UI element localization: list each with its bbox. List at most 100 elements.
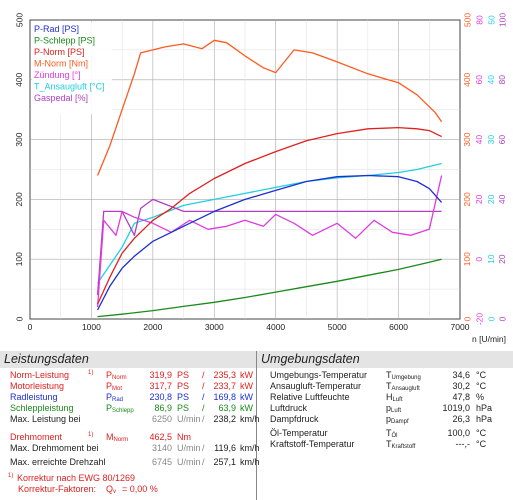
row-separator: / <box>202 457 205 467</box>
env-symbol: TÖl <box>386 428 398 439</box>
environment-row: Umgebungs-Temperatur TUmgebung 34,6 °C <box>270 370 510 381</box>
row-footnote: 1) <box>88 370 94 376</box>
env-value: ---,- <box>455 439 471 449</box>
env-symbol: TKraftstoff <box>386 439 416 450</box>
qv-subscript: v <box>113 489 117 495</box>
correction-footnote: 1) <box>8 473 14 479</box>
row-unit-2: km/h <box>240 457 260 467</box>
env-value: 47,8 <box>452 392 470 402</box>
right-axis-tick-label: 80 <box>474 15 484 25</box>
y-axes-right: 0100200300400500-20020406080010203040500… <box>462 13 507 326</box>
row-label: Drehmoment <box>10 432 63 442</box>
y-tick-label: 300 <box>14 132 24 146</box>
row-unit-1: Nm <box>177 432 191 442</box>
row-separator: / <box>202 392 205 402</box>
right-axis-tick-label: 0 <box>497 316 507 321</box>
series-line <box>97 126 442 305</box>
row-value-1: 86,9 <box>154 403 172 413</box>
row-symbol: PSchlepp <box>106 403 134 414</box>
right-axis-tick-label: 0 <box>486 316 496 321</box>
performance-row: Max. Drehmoment bei 3140 U/min/ 119,6 km/h <box>10 443 260 454</box>
env-value: 1019,0 <box>442 403 470 413</box>
row-footnote: 1) <box>88 432 94 438</box>
x-axis: 0 1000 2000 3000 4000 5000 6000 7000 <box>28 322 470 332</box>
x-tick-label: 4000 <box>266 322 285 332</box>
environment-row: Relative Luftfeuchte HLuft 47,8% <box>270 392 510 403</box>
performance-header: Leistungsdaten <box>0 351 256 368</box>
row-value-2: 233,7 <box>213 381 236 391</box>
right-axis-tick-label: 300 <box>462 132 472 146</box>
environment-row: Luftdruck pLuft 1019,0 hPa <box>270 403 510 414</box>
panel-divider <box>256 351 257 500</box>
row-unit-1: PS <box>177 392 190 402</box>
row-value-2: 257,1 <box>213 457 236 467</box>
env-unit: °C <box>476 370 487 380</box>
env-unit: °C <box>476 381 487 391</box>
series-line <box>96 175 443 308</box>
row-label: Radleistung <box>10 392 58 402</box>
env-label: Kraftstoff-Temperatur <box>270 439 355 449</box>
performance-row: Drehmoment 1) MNorm 462,5 Nm <box>10 432 256 443</box>
env-symbol: HLuft <box>386 392 403 403</box>
env-value: 30,2 <box>452 381 470 391</box>
row-symbol: MNorm <box>106 432 129 443</box>
environment-row: Dampfdruck pDampf 26,3 hPa <box>270 414 510 425</box>
row-value-1: 230,8 <box>149 392 172 402</box>
series-line <box>97 174 443 311</box>
row-separator: / <box>202 381 205 391</box>
row-value-2: 238,2 <box>213 414 236 424</box>
env-label: Dampfdruck <box>270 414 319 424</box>
row-unit-1: PS <box>177 381 190 391</box>
y-axis-left: 0 100 200 300 400 500 <box>14 13 24 322</box>
y-tick-label: 0 <box>14 316 24 321</box>
row-value-2: 119,6 <box>214 443 236 453</box>
env-symbol: pDampf <box>386 414 409 425</box>
env-unit: hPa <box>476 403 493 413</box>
env-symbol: pLuft <box>386 403 402 414</box>
row-value-2: 235,3 <box>213 370 236 380</box>
row-value-1: 6745 <box>151 457 172 467</box>
row-symbol: PNorm <box>106 370 127 381</box>
legend-entry: Zündung [°] <box>34 70 81 80</box>
correction-factor-label: Korrektur-Faktoren: <box>18 484 97 494</box>
y-tick-label: 100 <box>14 252 24 266</box>
legend-entry: M-Norm [Nm] <box>34 59 88 69</box>
right-axis-tick-label: 20 <box>497 254 507 264</box>
row-label: Schleppleistung <box>10 403 74 413</box>
row-label: Max. Leistung bei <box>10 414 81 424</box>
row-value-1: 3140 <box>151 443 172 453</box>
right-axis-tick-label: 0 <box>474 257 484 262</box>
performance-row: Max. Leistung bei 6250 U/min/ 238,2 km/h <box>10 414 260 425</box>
right-axis-tick-label: 20 <box>486 194 496 204</box>
row-label: Max. Drehmoment bei <box>10 443 99 453</box>
right-axis-tick-label: 40 <box>486 75 496 85</box>
right-axis-tick-label: 60 <box>497 135 507 145</box>
right-axis-tick-label: 30 <box>486 135 496 145</box>
legend: P-Rad [PS] P-Schlepp [PS]P-Norm [PS] M-Nor… <box>32 22 112 114</box>
row-separator: / <box>202 370 205 380</box>
legend-entry: P-Norm [PS] <box>34 47 85 57</box>
env-symbol: TUmgebung <box>386 370 421 381</box>
row-separator: / <box>202 403 205 413</box>
row-value-1: 317,7 <box>149 381 172 391</box>
x-tick-label: 1000 <box>82 322 101 332</box>
row-value-2: 63,9 <box>218 403 236 413</box>
row-value-1: 319,9 <box>149 370 172 380</box>
env-label: Relative Luftfeuchte <box>270 392 350 402</box>
row-unit-1: U/min <box>177 443 201 453</box>
row-unit-1: PS <box>177 403 190 413</box>
right-axis-tick-label: 80 <box>497 75 507 85</box>
row-separator: / <box>202 414 205 424</box>
env-label: Öl-Temperatur <box>270 428 328 438</box>
row-unit-1: U/min <box>177 414 201 424</box>
correction-factor-symbol: Qv <box>106 484 116 498</box>
environment-row: Kraftstoff-Temperatur TKraftstoff ---,- °C <box>270 439 510 450</box>
right-axis-tick-label: 400 <box>462 72 472 86</box>
right-axis-tick-label: 100 <box>462 252 472 266</box>
right-axis-tick-label: 10 <box>486 254 496 264</box>
env-label: Luftdruck <box>270 403 308 413</box>
y-tick-label: 200 <box>14 192 24 206</box>
legend-box <box>32 22 112 114</box>
row-value-1: 6250 <box>151 414 172 424</box>
